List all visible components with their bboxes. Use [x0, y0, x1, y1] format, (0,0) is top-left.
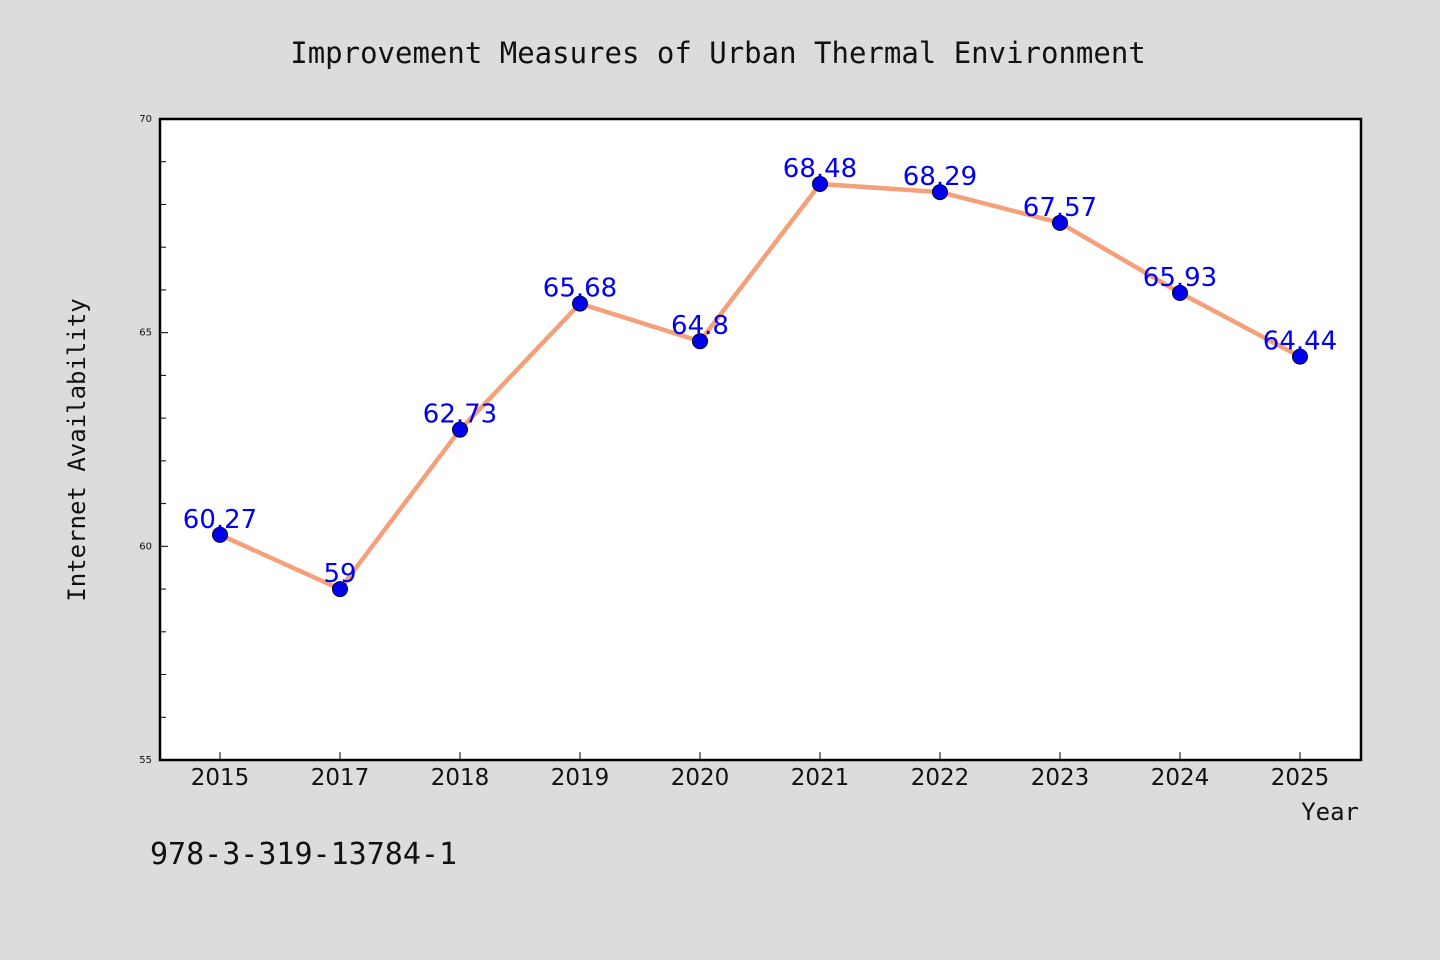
chart-title: Improvement Measures of Urban Thermal En…	[290, 36, 1146, 70]
x-tick-label: 2023	[1031, 765, 1090, 791]
data-point	[572, 295, 588, 312]
data-label: 59	[323, 559, 356, 589]
plot-area	[160, 119, 1361, 760]
y-tick-label: 65	[139, 328, 152, 339]
x-tick-label: 2018	[431, 765, 490, 791]
data-point	[332, 581, 348, 598]
data-label: 60.27	[183, 505, 257, 535]
data-label: 64.44	[1263, 327, 1337, 357]
x-tick-label: 2017	[311, 765, 370, 791]
x-tick-label: 2021	[791, 765, 850, 791]
x-tick-label: 2015	[191, 765, 250, 791]
data-label: 65.93	[1143, 263, 1217, 293]
data-label: 62.73	[423, 400, 497, 430]
data-point	[1292, 348, 1308, 365]
x-tick-label: 2025	[1271, 765, 1330, 791]
y-tick-label: 60	[139, 541, 152, 552]
y-axis-label: Internet Availability	[63, 298, 91, 601]
series-layer	[212, 175, 1308, 598]
footer-identifier: 978-3-319-13784-1	[150, 837, 457, 872]
x-tick-label: 2024	[1151, 765, 1210, 791]
plot-frame	[158, 117, 1363, 762]
x-axis-ticks: 2015 2017 2018 2019 2020 2021 2022 2023 2024 2025	[191, 752, 1330, 791]
x-tick-label: 2020	[671, 765, 730, 791]
data-point	[212, 526, 228, 543]
data-label: 67.57	[1023, 193, 1097, 223]
data-label: 65.68	[543, 274, 617, 304]
data-point	[452, 421, 468, 438]
x-tick-label: 2019	[551, 765, 610, 791]
y-tick-label: 70	[139, 114, 152, 125]
x-axis-label: Year	[1301, 798, 1359, 826]
data-point	[692, 333, 708, 350]
data-label-layer: 60.27 59 62.73 65.68 64.8 68.48 68.29 67.57 65.9…	[183, 154, 1337, 589]
series-line	[217, 181, 1303, 592]
data-point	[1172, 284, 1188, 301]
x-tick-label: 2022	[911, 765, 970, 791]
data-point	[932, 184, 948, 201]
data-label: 68.29	[903, 162, 977, 192]
data-point	[812, 175, 828, 192]
data-label: 68.48	[783, 154, 857, 184]
data-label: 64.8	[671, 311, 729, 341]
y-tick-label: 55	[139, 755, 152, 766]
data-point	[1052, 214, 1068, 231]
